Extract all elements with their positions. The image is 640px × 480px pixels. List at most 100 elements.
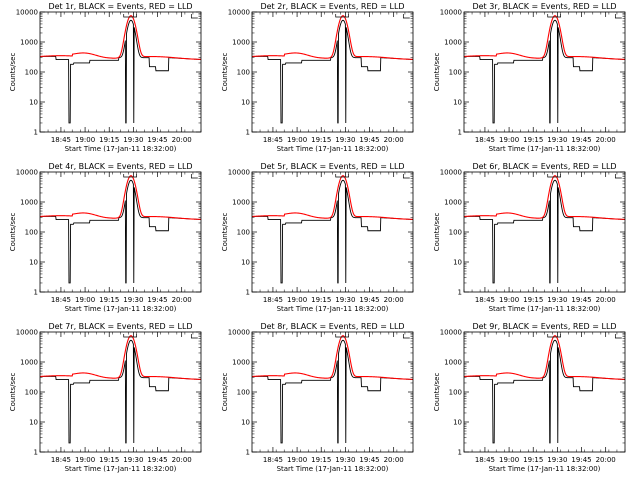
panel-det-6: Det 6r, BLACK = Events, RED = LLD Counts/… [433, 162, 626, 313]
y-tick-label: 10 [241, 99, 250, 107]
plot-area [252, 14, 413, 124]
y-tick-label: 1000 [232, 199, 250, 207]
y-tick-label: 1 [34, 449, 38, 457]
x-tick-label: 18:45 [475, 136, 495, 144]
state-box [123, 334, 137, 338]
plot-area [40, 14, 201, 124]
x-tick-label: 19:45 [359, 136, 379, 144]
y-axis-label: Counts/sec [221, 53, 229, 92]
y-tick-label: 10 [29, 259, 38, 267]
state-box [402, 334, 410, 339]
y-tick-label: 1 [34, 129, 38, 137]
x-tick-label: 20:00 [384, 456, 404, 464]
y-tick-label: 10000 [228, 169, 250, 177]
y-tick-label: 10 [29, 419, 38, 427]
y-tick-label: 10 [453, 99, 462, 107]
x-tick-label: 18:45 [263, 456, 283, 464]
panel-title: Det 9r, BLACK = Events, RED = LLD [472, 322, 616, 331]
events-series-line [40, 179, 201, 284]
events-series-line [464, 179, 625, 284]
state-box [190, 14, 198, 19]
state-box [335, 14, 349, 18]
x-tick-label: 19:00 [75, 136, 95, 144]
panel-frame [39, 171, 202, 293]
y-tick-label: 1 [246, 289, 250, 297]
lld-series-line [40, 175, 201, 220]
panel-frame [463, 331, 626, 453]
x-tick-label: 19:15 [311, 296, 331, 304]
y-axis-label: Counts/sec [9, 213, 17, 252]
panel-det-8: Det 8r, BLACK = Events, RED = LLD Counts/… [221, 322, 414, 473]
x-axis-label: Start Time (17-Jan-11 18:32:00) [65, 305, 177, 313]
y-tick-label: 1000 [444, 199, 462, 207]
x-tick-label: 19:00 [287, 136, 307, 144]
lld-series-line [464, 15, 625, 60]
x-tick-label: 19:45 [147, 296, 167, 304]
y-tick-label: 10000 [228, 9, 250, 17]
state-box [402, 14, 410, 19]
x-tick-label: 20:00 [172, 456, 192, 464]
x-tick-label: 19:00 [75, 296, 95, 304]
plot-area [252, 334, 413, 444]
y-tick-label: 100 [449, 229, 462, 237]
panel-title: Det 1r, BLACK = Events, RED = LLD [48, 2, 192, 11]
panel-frame [251, 331, 414, 453]
x-tick-label: 19:30 [123, 296, 143, 304]
x-tick-label: 19:15 [523, 456, 543, 464]
events-series-line [464, 19, 625, 124]
state-box [335, 334, 349, 338]
y-axis-label: Counts/sec [433, 213, 441, 252]
lld-series-line [252, 15, 413, 60]
panel-frame [39, 331, 202, 453]
panel-frame [463, 171, 626, 293]
x-tick-label: 18:45 [51, 136, 71, 144]
x-tick-label: 19:45 [359, 456, 379, 464]
y-tick-label: 1000 [20, 199, 38, 207]
x-tick-label: 19:00 [499, 456, 519, 464]
y-tick-label: 10000 [16, 329, 38, 337]
x-tick-label: 19:15 [523, 136, 543, 144]
plot-area [40, 334, 201, 444]
y-axis-label: Counts/sec [433, 53, 441, 92]
y-tick-label: 1000 [444, 359, 462, 367]
panel-title: Det 4r, BLACK = Events, RED = LLD [48, 162, 192, 171]
x-axis-label: Start Time (17-Jan-11 18:32:00) [277, 145, 389, 153]
x-tick-label: 18:45 [51, 296, 71, 304]
state-box [190, 334, 198, 339]
state-box [190, 174, 198, 179]
y-tick-label: 1 [458, 129, 462, 137]
y-tick-label: 10000 [228, 329, 250, 337]
y-axis-label: Counts/sec [433, 373, 441, 412]
state-box [547, 174, 561, 178]
events-series-line [252, 339, 413, 444]
x-tick-label: 19:15 [311, 456, 331, 464]
panel-frame [463, 11, 626, 133]
y-tick-label: 10000 [16, 9, 38, 17]
x-tick-label: 18:45 [51, 456, 71, 464]
x-tick-label: 19:45 [147, 456, 167, 464]
y-tick-label: 1000 [20, 359, 38, 367]
x-axis-label: Start Time (17-Jan-11 18:32:00) [489, 305, 601, 313]
lld-series-line [464, 335, 625, 380]
x-tick-label: 20:00 [172, 296, 192, 304]
x-tick-label: 19:45 [147, 136, 167, 144]
x-tick-label: 19:30 [335, 296, 355, 304]
x-tick-label: 20:00 [596, 136, 616, 144]
lld-series-line [40, 15, 201, 60]
x-tick-label: 18:45 [475, 296, 495, 304]
panel-title: Det 3r, BLACK = Events, RED = LLD [472, 2, 616, 11]
lld-series-line [40, 335, 201, 380]
x-tick-label: 19:00 [75, 456, 95, 464]
x-axis-label: Start Time (17-Jan-11 18:32:00) [277, 305, 389, 313]
y-tick-label: 1000 [232, 39, 250, 47]
x-tick-label: 18:45 [475, 456, 495, 464]
x-tick-label: 19:30 [547, 136, 567, 144]
panel-title: Det 6r, BLACK = Events, RED = LLD [472, 162, 616, 171]
x-axis-label: Start Time (17-Jan-11 18:32:00) [277, 465, 389, 473]
events-series-line [40, 339, 201, 444]
events-series-line [252, 19, 413, 124]
panel-frame [251, 171, 414, 293]
x-tick-label: 19:15 [99, 136, 119, 144]
x-tick-label: 19:45 [571, 296, 591, 304]
